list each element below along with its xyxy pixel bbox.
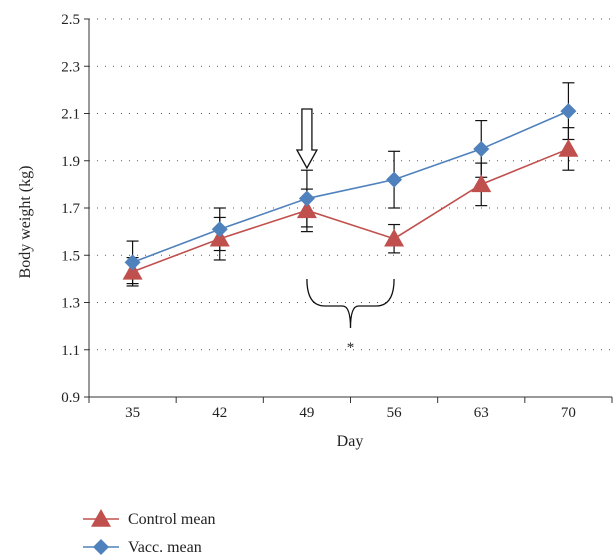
x-tick-label: 49 — [299, 405, 314, 421]
vacc-point — [124, 254, 141, 271]
x-tick-label: 35 — [125, 405, 140, 421]
x-tick-label: 56 — [387, 405, 403, 421]
y-tick-label: 0.9 — [61, 390, 80, 406]
significance-marker: * — [347, 340, 355, 356]
y-tick-labels: 0.9 1.1 1.3 1.5 1.7 1.9 2.1 2.3 2.5 — [61, 12, 89, 406]
y-tick-label: 2.1 — [61, 107, 80, 123]
x-tick-label: 63 — [474, 405, 489, 421]
curly-brace — [306, 278, 395, 329]
vacc-legend-marker — [93, 539, 109, 555]
gridlines — [89, 18, 612, 351]
control-point — [296, 200, 317, 219]
y-tick-label: 1.1 — [61, 343, 80, 359]
legend: Control mean Vacc. mean — [83, 509, 216, 556]
x-axis-title: Day — [337, 433, 364, 450]
vacc-point — [386, 171, 403, 188]
vacc-legend-label: Vacc. mean — [128, 539, 202, 556]
control-legend-label: Control mean — [128, 511, 216, 528]
down-arrow-icon — [295, 108, 319, 170]
vacc-series-line — [132, 110, 569, 264]
control-point — [558, 138, 579, 157]
y-axis-title: Body weight (kg) — [17, 166, 34, 279]
x-tick-label: 70 — [561, 405, 576, 421]
legend-item-control: Control mean — [83, 509, 216, 528]
control-point — [209, 228, 230, 247]
x-tick-label: 42 — [212, 405, 227, 421]
y-tick-label: 2.5 — [61, 12, 80, 28]
x-tick-labels: 35 42 49 56 63 70 — [88, 397, 613, 421]
y-tick-label: 1.5 — [61, 248, 80, 264]
vacc-point — [298, 190, 315, 207]
vacc-point — [473, 140, 490, 157]
series-lines — [132, 110, 569, 273]
control-point — [471, 174, 492, 193]
annotations: * — [295, 108, 395, 356]
legend-item-vacc: Vacc. mean — [83, 539, 202, 556]
control-legend-marker — [91, 509, 111, 527]
y-tick-label: 2.3 — [61, 59, 80, 75]
y-tick-label: 1.9 — [61, 154, 80, 170]
control-point — [122, 261, 143, 280]
y-tick-label: 1.7 — [61, 201, 80, 217]
series-markers — [122, 103, 579, 280]
y-tick-label: 1.3 — [61, 296, 80, 312]
series-layer — [122, 82, 579, 287]
vacc-point — [560, 103, 577, 120]
control-series-line — [132, 148, 569, 273]
vacc-point — [211, 221, 228, 238]
control-point — [384, 228, 405, 247]
